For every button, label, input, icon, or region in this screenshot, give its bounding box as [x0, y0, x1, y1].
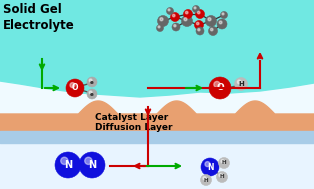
Circle shape — [66, 79, 84, 97]
Circle shape — [194, 20, 203, 29]
Circle shape — [171, 12, 180, 22]
Circle shape — [196, 9, 204, 19]
Circle shape — [216, 171, 228, 183]
Circle shape — [174, 25, 176, 27]
Circle shape — [87, 89, 97, 99]
Text: H: H — [238, 81, 244, 87]
Circle shape — [85, 157, 92, 164]
Text: N: N — [88, 160, 96, 170]
Circle shape — [214, 81, 220, 88]
Circle shape — [198, 11, 200, 14]
Circle shape — [61, 157, 68, 164]
Polygon shape — [0, 0, 314, 97]
Circle shape — [89, 79, 92, 82]
Circle shape — [220, 12, 228, 19]
Circle shape — [156, 25, 164, 32]
Circle shape — [198, 29, 200, 31]
Circle shape — [201, 158, 219, 176]
Circle shape — [166, 8, 174, 15]
Text: H: H — [222, 160, 226, 166]
Polygon shape — [0, 101, 314, 131]
Circle shape — [158, 26, 160, 28]
Text: Solid Gel
Electrolyte: Solid Gel Electrolyte — [3, 3, 75, 32]
Circle shape — [184, 18, 187, 21]
Circle shape — [235, 77, 247, 91]
Circle shape — [89, 91, 92, 94]
Circle shape — [203, 177, 206, 180]
Circle shape — [183, 9, 192, 19]
Circle shape — [197, 22, 199, 25]
Circle shape — [87, 77, 97, 87]
Circle shape — [221, 160, 224, 163]
Circle shape — [208, 26, 218, 36]
Circle shape — [217, 19, 227, 29]
Circle shape — [222, 13, 224, 15]
Circle shape — [79, 152, 105, 178]
Circle shape — [237, 80, 241, 84]
Text: O: O — [72, 84, 78, 92]
Circle shape — [194, 7, 196, 9]
Circle shape — [219, 174, 222, 177]
Circle shape — [219, 157, 230, 169]
Circle shape — [55, 152, 81, 178]
Circle shape — [219, 21, 222, 24]
Circle shape — [172, 23, 180, 31]
Circle shape — [210, 28, 213, 31]
Text: H: H — [204, 177, 208, 183]
Circle shape — [208, 18, 211, 21]
Text: e: e — [90, 80, 94, 84]
Circle shape — [158, 15, 169, 26]
Text: H: H — [220, 174, 224, 180]
Text: Diffusion Layer: Diffusion Layer — [95, 123, 172, 132]
Circle shape — [181, 15, 192, 26]
Circle shape — [186, 11, 188, 14]
Circle shape — [209, 77, 231, 99]
Circle shape — [70, 83, 75, 88]
Circle shape — [196, 27, 204, 35]
Circle shape — [205, 15, 216, 26]
Circle shape — [160, 18, 163, 21]
Text: Catalyst Layer: Catalyst Layer — [95, 113, 168, 122]
Text: N: N — [64, 160, 72, 170]
Circle shape — [168, 9, 170, 11]
Text: N: N — [207, 163, 213, 171]
Circle shape — [192, 5, 199, 12]
Text: O: O — [216, 84, 224, 92]
Circle shape — [201, 174, 212, 185]
Circle shape — [172, 14, 175, 17]
Text: e: e — [90, 91, 94, 97]
Circle shape — [205, 162, 210, 167]
